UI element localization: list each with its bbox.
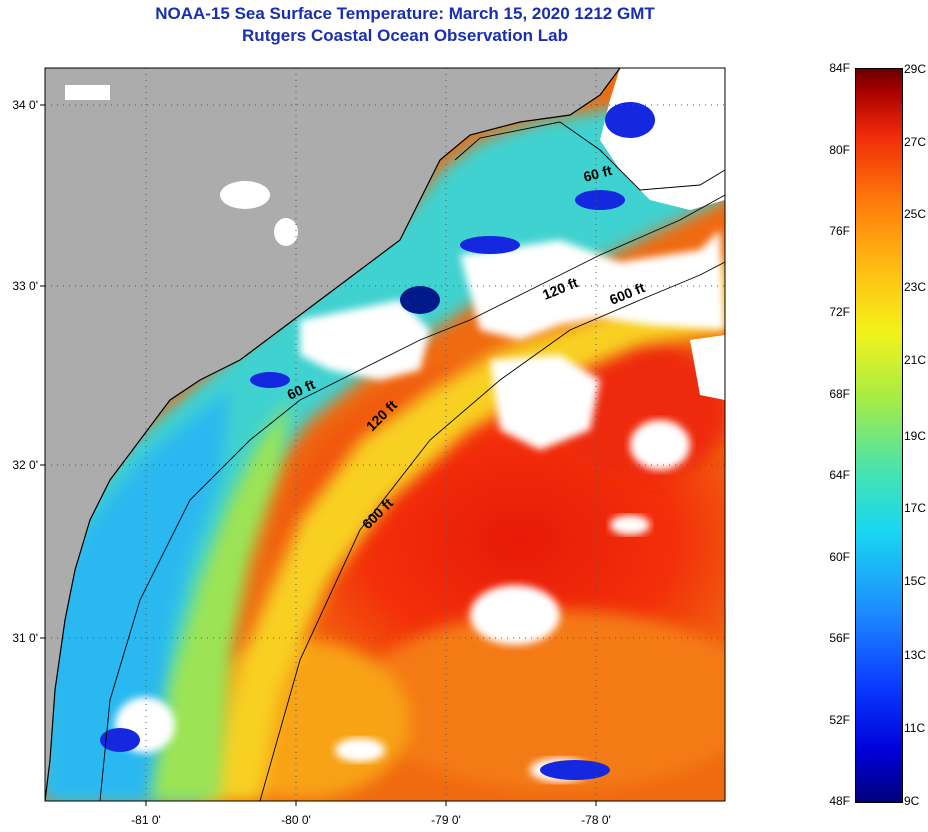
lon-label: -78 0' <box>581 813 611 827</box>
land <box>45 68 620 801</box>
map-title: NOAA-15 Sea Surface Temperature: March 1… <box>155 4 655 23</box>
cold-spots <box>100 102 655 780</box>
temperature-colorbar <box>855 68 903 803</box>
map-frame <box>44 67 726 802</box>
fahrenheit-label: 76F <box>829 224 850 238</box>
graticule <box>45 68 725 801</box>
fahrenheit-label: 84F <box>829 61 850 75</box>
fahrenheit-label: 72F <box>829 305 850 319</box>
celsius-label: 11C <box>904 721 926 735</box>
fahrenheit-label: 68F <box>829 387 850 401</box>
fahrenheit-label: 64F <box>829 468 850 482</box>
cloud-patches <box>65 68 725 782</box>
isobaths <box>99 121 725 801</box>
lon-label: -80 0' <box>281 813 311 827</box>
celsius-label: 27C <box>904 135 927 149</box>
coastline <box>45 68 621 801</box>
celsius-label: 25C <box>904 207 927 221</box>
fahrenheit-label: 52F <box>829 713 850 727</box>
lat-label: 32 0' <box>12 458 38 472</box>
celsius-label: 21C <box>904 353 927 367</box>
fahrenheit-label: 60F <box>829 550 850 564</box>
lat-label: 33 0' <box>12 279 38 293</box>
lat-label: 31 0' <box>12 631 38 645</box>
celsius-label: 23C <box>904 280 927 294</box>
celsius-label: 17C <box>904 501 927 515</box>
map-subtitle: Rutgers Coastal Ocean Observation Lab <box>242 26 568 45</box>
celsius-label: 15C <box>904 574 927 588</box>
celsius-label: 29C <box>904 62 927 76</box>
fahrenheit-label: 80F <box>829 143 850 157</box>
fahrenheit-label: 48F <box>829 794 850 808</box>
fahrenheit-label: 56F <box>829 631 850 645</box>
lon-label: -81 0' <box>131 813 161 827</box>
celsius-label: 19C <box>904 429 927 443</box>
contour-label: 60 ft <box>582 162 614 185</box>
sst-map: 60 ft 120 ft 600 ft 60 ft 120 ft 600 ft … <box>12 67 726 827</box>
lon-label: -79 0' <box>431 813 461 827</box>
celsius-label: 13C <box>904 648 927 662</box>
celsius-label: 9C <box>904 794 920 808</box>
lat-label: 34 0' <box>12 98 38 112</box>
